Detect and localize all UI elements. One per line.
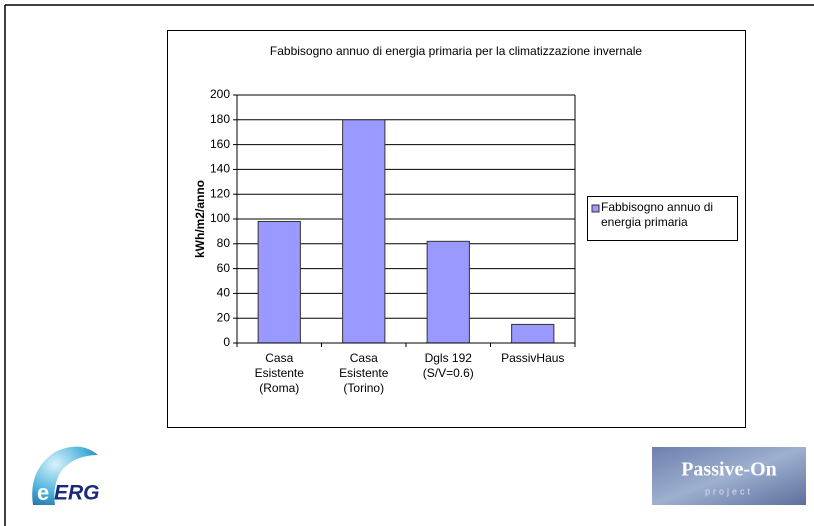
logo-passive-on: Passive-On project bbox=[652, 447, 806, 505]
y-tick-label: 100 bbox=[210, 211, 230, 225]
y-tick-label: 140 bbox=[210, 162, 230, 176]
x-tick-label-box: Casa Esistente (Roma) bbox=[254, 351, 304, 395]
x-tick-label-box: Dgls 192 (S/V=0.6) bbox=[422, 351, 474, 380]
legend-label-box: Fabbisogno annuo di energia primaria bbox=[601, 200, 714, 229]
y-tick-label: 20 bbox=[217, 310, 231, 324]
bar bbox=[342, 119, 386, 344]
logo-name: ERG bbox=[54, 482, 100, 505]
bar bbox=[426, 240, 470, 344]
y-tick-label: 40 bbox=[217, 286, 231, 300]
legend-box bbox=[587, 196, 738, 241]
x-tick-label: Casa Esistente (Roma) bbox=[254, 351, 304, 395]
y-tick-label: 120 bbox=[210, 186, 230, 200]
legend-label: Fabbisogno annuo di energia primaria bbox=[601, 200, 714, 229]
logo-shape bbox=[32, 446, 98, 505]
y-axis-title: kWh/m2/anno bbox=[193, 180, 207, 258]
logo-letter: e bbox=[37, 480, 49, 505]
y-tick-label: 80 bbox=[217, 236, 231, 250]
x-tick-label: PassivHaus bbox=[501, 351, 565, 365]
chart-title: Fabbisogno annuo di energia primaria per… bbox=[270, 44, 643, 58]
legend-swatch bbox=[591, 204, 600, 213]
logo-eerg: e ERG bbox=[32, 446, 100, 505]
logo-name: Passive-On bbox=[681, 459, 777, 481]
y-tick-label: 160 bbox=[210, 137, 230, 151]
y-tick-label: 60 bbox=[217, 261, 231, 275]
logo-sub: project bbox=[705, 486, 753, 496]
y-tick-label: 0 bbox=[223, 335, 230, 349]
x-tick-label: Casa Esistente (Torino) bbox=[339, 351, 389, 395]
x-tick-label-box: Casa Esistente (Torino) bbox=[339, 351, 389, 395]
y-tick-label: 200 bbox=[210, 87, 230, 101]
y-tick-label: 180 bbox=[210, 112, 230, 126]
bar bbox=[257, 220, 301, 344]
logo-box bbox=[652, 447, 806, 505]
x-tick-label-box: PassivHaus bbox=[501, 351, 565, 365]
x-tick-label: Dgls 192 (S/V=0.6) bbox=[422, 351, 474, 380]
bar bbox=[511, 323, 555, 344]
